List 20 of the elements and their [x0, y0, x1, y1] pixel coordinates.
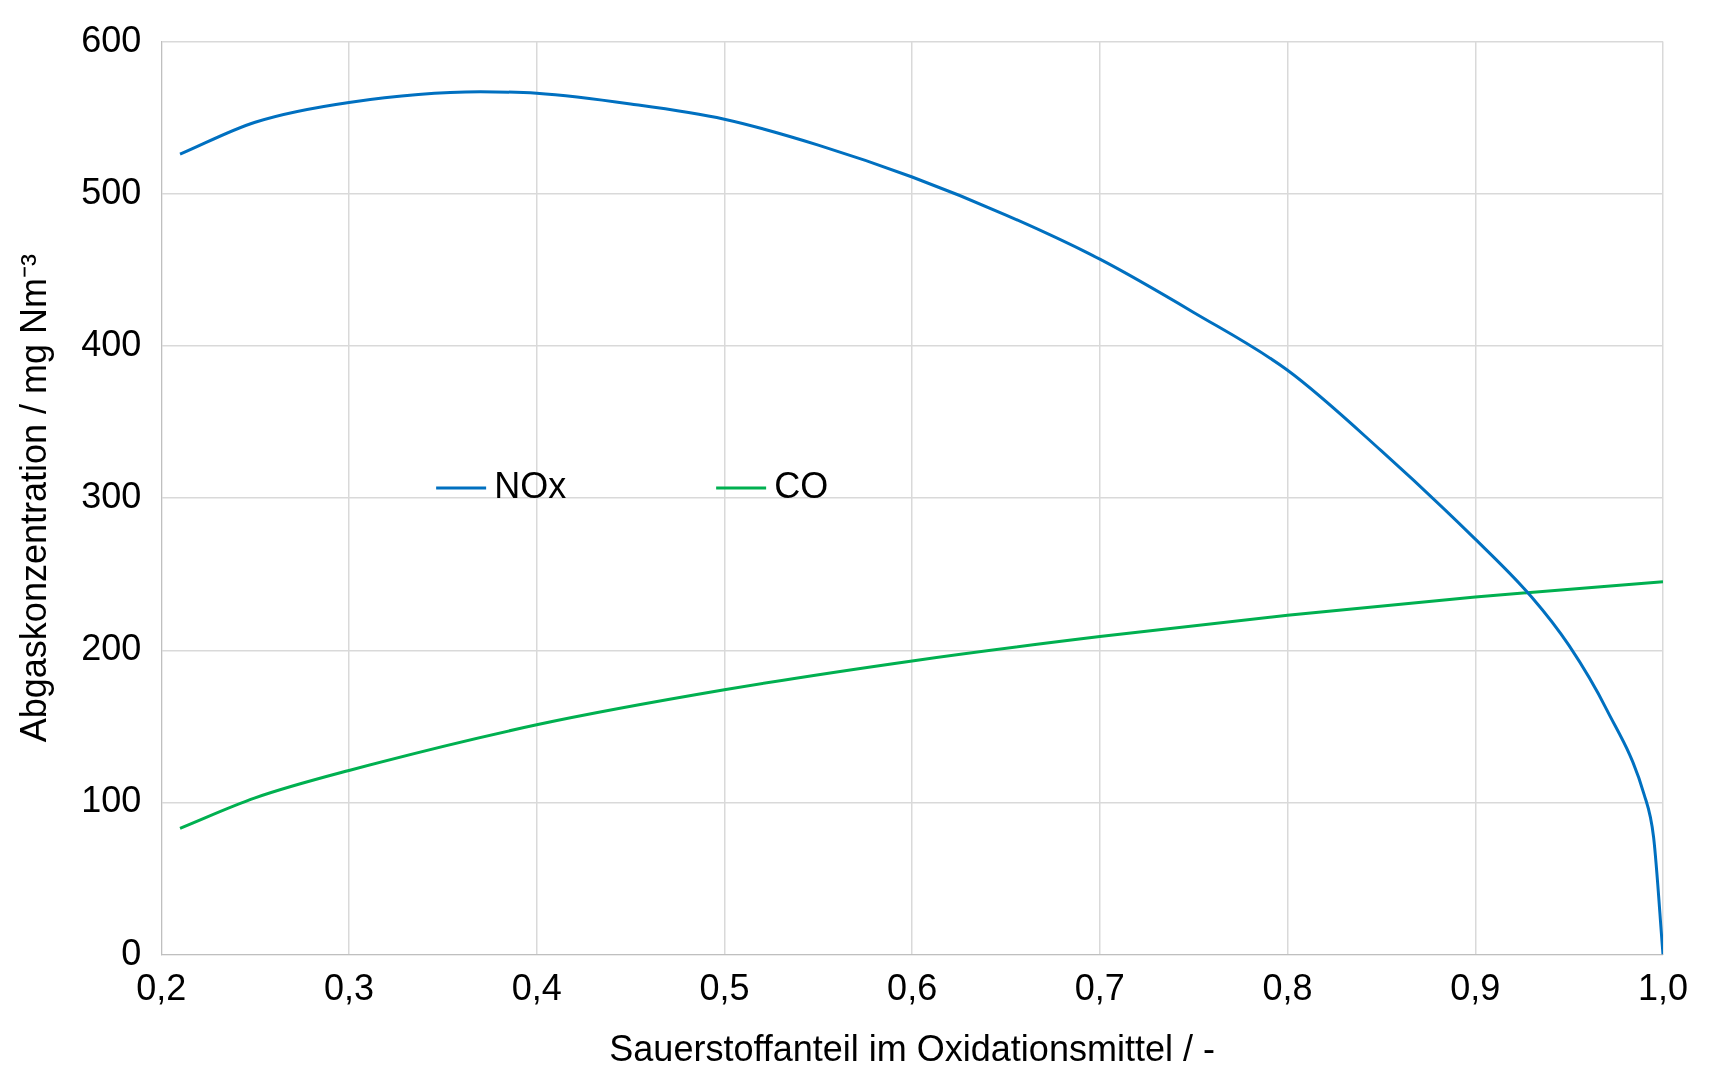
y-tick-label: 600 — [81, 18, 142, 60]
x-tick-label: 0,5 — [699, 967, 750, 1009]
x-tick-label: 0,4 — [511, 967, 562, 1009]
x-axis-title: Sauerstoffanteil im Oxidationsmittel / - — [609, 1028, 1215, 1070]
x-tick-label: 0,6 — [887, 967, 938, 1009]
line-series — [178, 580, 1663, 830]
y-tick-label: 500 — [81, 170, 142, 212]
x-tick-label: 0,7 — [1074, 967, 1125, 1009]
x-tick-label: 0,3 — [323, 967, 374, 1009]
legend-label: CO — [774, 465, 829, 507]
y-tick-label: 200 — [81, 627, 142, 669]
y-tick-label: 300 — [81, 475, 142, 517]
y-tick-label: 400 — [81, 322, 142, 364]
y-axis-title: Abgaskonzentration / mg Nm⁻³ — [12, 253, 54, 743]
x-tick-label: 1,0 — [1637, 967, 1689, 1009]
x-tick-label: 0,9 — [1450, 967, 1501, 1009]
x-tick-label: 0,8 — [1262, 967, 1313, 1009]
line-series — [178, 90, 1663, 955]
legend-label: NOx — [494, 465, 567, 507]
y-tick-label: 100 — [81, 779, 142, 821]
